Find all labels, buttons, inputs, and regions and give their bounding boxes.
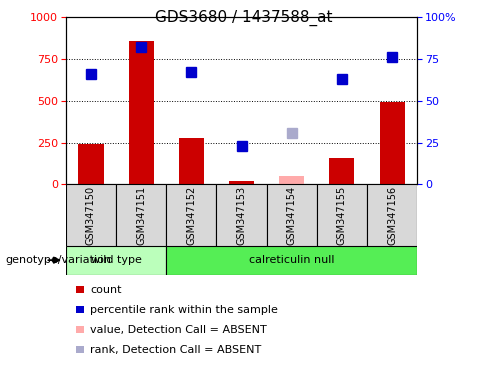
Text: GSM347151: GSM347151 — [136, 185, 146, 245]
Bar — [166, 184, 217, 246]
Bar — [317, 184, 367, 246]
Text: GSM347152: GSM347152 — [186, 185, 196, 245]
Bar — [279, 176, 305, 184]
Text: rank, Detection Call = ABSENT: rank, Detection Call = ABSENT — [90, 345, 262, 355]
Text: percentile rank within the sample: percentile rank within the sample — [90, 305, 278, 315]
Bar — [217, 184, 266, 246]
Text: GSM347156: GSM347156 — [387, 185, 397, 245]
Text: wild type: wild type — [91, 255, 142, 265]
Bar — [179, 137, 204, 184]
Text: GSM347155: GSM347155 — [337, 185, 347, 245]
Bar — [66, 246, 166, 275]
Text: calreticulin null: calreticulin null — [249, 255, 334, 265]
Bar — [66, 184, 116, 246]
Text: GSM347150: GSM347150 — [86, 185, 96, 245]
Bar — [380, 103, 405, 184]
Bar — [367, 184, 417, 246]
Bar — [129, 41, 154, 184]
Bar — [166, 246, 417, 275]
Bar — [229, 181, 254, 184]
Bar — [79, 144, 103, 184]
Text: count: count — [90, 285, 122, 295]
Text: GSM347153: GSM347153 — [237, 185, 246, 245]
Bar — [116, 184, 166, 246]
Bar — [329, 159, 354, 184]
Text: GDS3680 / 1437588_at: GDS3680 / 1437588_at — [155, 10, 333, 26]
Text: GSM347154: GSM347154 — [287, 185, 297, 245]
Text: genotype/variation: genotype/variation — [5, 255, 111, 265]
Text: value, Detection Call = ABSENT: value, Detection Call = ABSENT — [90, 325, 267, 335]
Bar — [266, 184, 317, 246]
